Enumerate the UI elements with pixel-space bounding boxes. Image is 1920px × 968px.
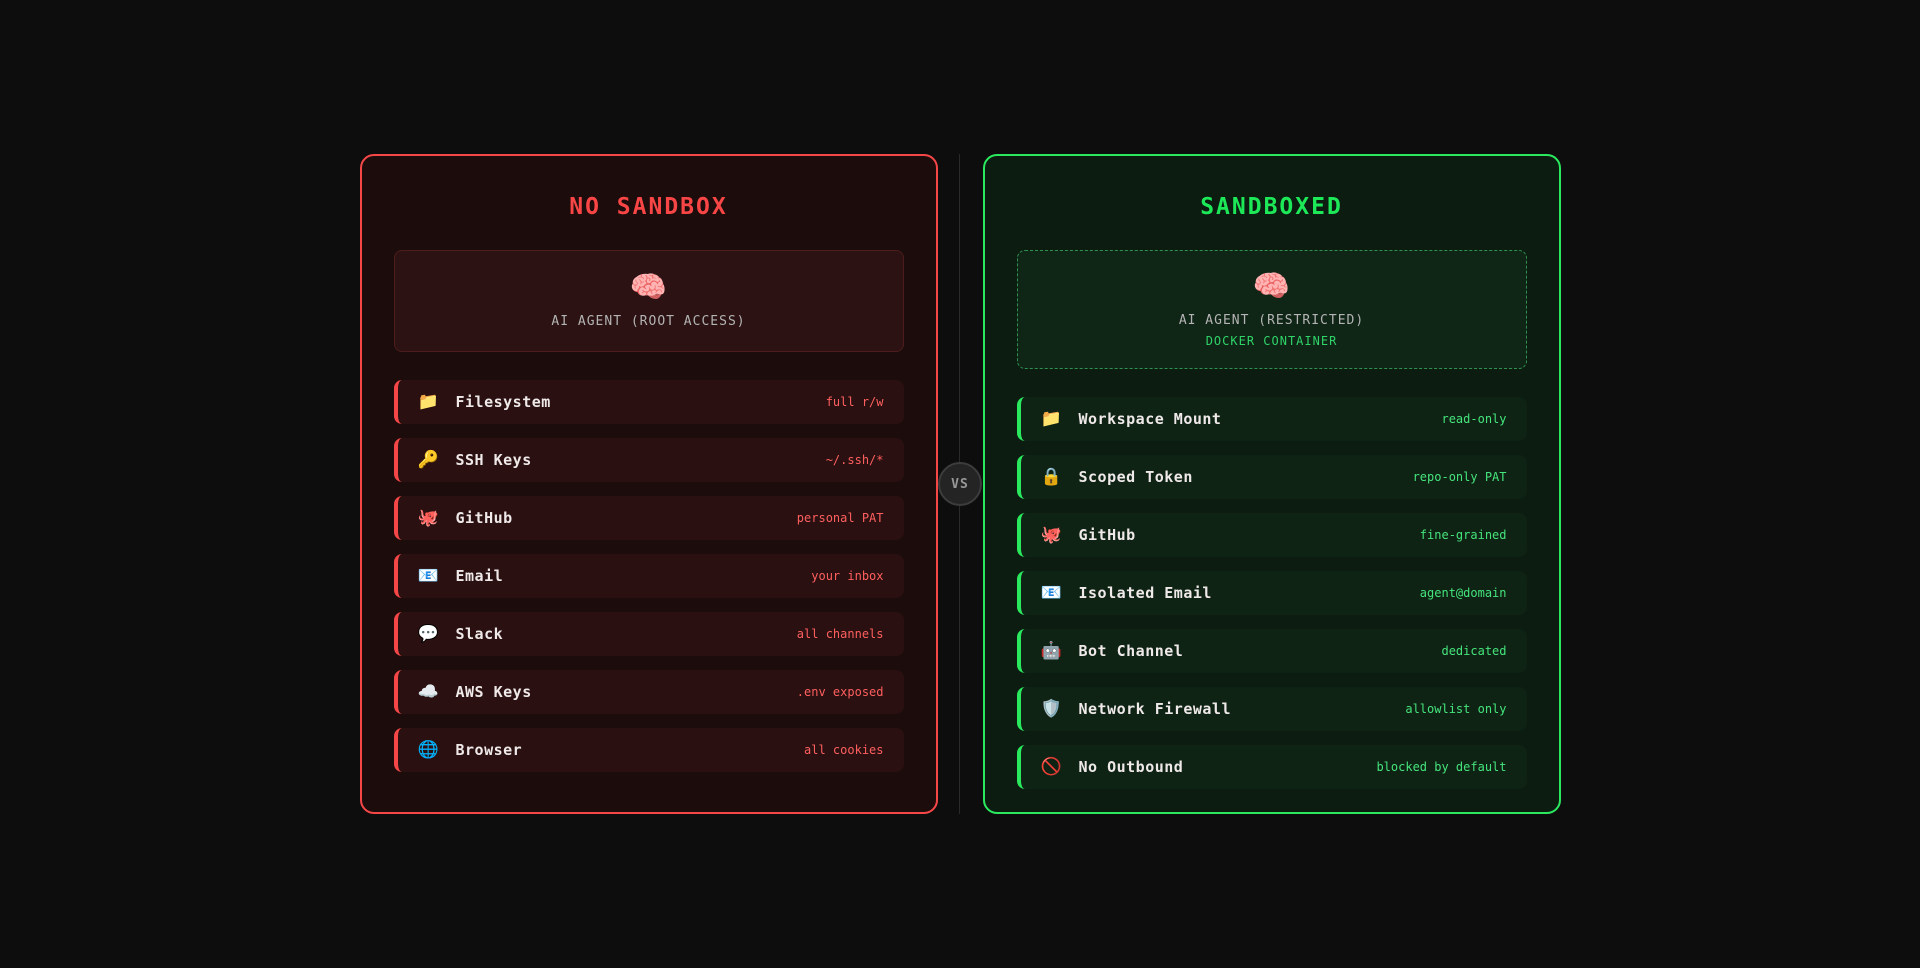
robot-icon: 🤖 <box>1040 640 1063 661</box>
brain-icon: 🧠 <box>1252 268 1291 304</box>
octopus-icon: 🐙 <box>417 507 440 528</box>
row-bot-channel: 🤖 Bot Channel dedicated <box>1016 629 1527 673</box>
capability-label: Network Firewall <box>1078 700 1231 718</box>
row-browser: 🌐 Browser all cookies <box>393 728 904 772</box>
capability-label: GitHub <box>1078 526 1136 544</box>
capability-value: dedicated <box>1441 644 1507 658</box>
capability-label: Bot Channel <box>1078 642 1184 660</box>
agent-box-root-access: 🧠 AI AGENT (ROOT ACCESS) <box>393 250 904 352</box>
panel-title-no-sandbox: NO SANDBOX <box>569 194 728 220</box>
capability-label: Email <box>455 567 504 585</box>
capability-label: Filesystem <box>455 393 551 411</box>
capability-label: No Outbound <box>1078 758 1184 776</box>
capability-label: Isolated Email <box>1078 584 1212 602</box>
capability-value: ~/.ssh/* <box>825 453 884 467</box>
shield-icon: 🛡️ <box>1040 698 1063 719</box>
row-slack: 💬 Slack all channels <box>393 612 904 656</box>
capability-label: AWS Keys <box>455 683 532 701</box>
row-filesystem: 📁 Filesystem full r/w <box>393 380 904 424</box>
capability-label: Slack <box>455 625 504 643</box>
capability-label: SSH Keys <box>455 451 532 469</box>
capability-label: Browser <box>455 741 523 759</box>
folder-icon: 📁 <box>417 391 440 412</box>
row-no-outbound: 🚫 No Outbound blocked by default <box>1016 745 1527 789</box>
capability-list-no-sandbox: 📁 Filesystem full r/w 🔑 SSH Keys ~/.ssh/… <box>393 380 904 772</box>
row-github: 🐙 GitHub personal PAT <box>393 496 904 540</box>
capability-value: repo-only PAT <box>1412 470 1507 484</box>
row-ssh-keys: 🔑 SSH Keys ~/.ssh/* <box>393 438 904 482</box>
globe-icon: 🌐 <box>417 739 440 760</box>
folder-icon: 📁 <box>1040 408 1063 429</box>
no-entry-icon: 🚫 <box>1040 756 1063 777</box>
lock-icon: 🔒 <box>1040 466 1063 487</box>
capability-label: GitHub <box>455 509 513 527</box>
capability-label: Workspace Mount <box>1078 410 1222 428</box>
agent-box-restricted: 🧠 AI AGENT (RESTRICTED) DOCKER CONTAINER <box>1016 250 1527 369</box>
capability-value: full r/w <box>825 395 884 409</box>
email-icon: 📧 <box>1040 582 1063 603</box>
capability-value: personal PAT <box>796 511 884 525</box>
cloud-icon: ☁️ <box>417 681 440 702</box>
panel-no-sandbox: NO SANDBOX 🧠 AI AGENT (ROOT ACCESS) 📁 Fi… <box>359 154 938 814</box>
panel-title-sandboxed: SANDBOXED <box>1200 194 1343 220</box>
capability-value: agent@domain <box>1419 586 1507 600</box>
key-icon: 🔑 <box>417 449 440 470</box>
capability-value: your inbox <box>811 569 884 583</box>
capability-value: blocked by default <box>1376 760 1507 774</box>
row-isolated-email: 📧 Isolated Email agent@domain <box>1016 571 1527 615</box>
capability-value: fine-grained <box>1419 528 1507 542</box>
row-workspace-mount: 📁 Workspace Mount read-only <box>1016 397 1527 441</box>
capability-label: Scoped Token <box>1078 468 1193 486</box>
panels-container: NO SANDBOX 🧠 AI AGENT (ROOT ACCESS) 📁 Fi… <box>359 154 1561 814</box>
row-network-firewall: 🛡️ Network Firewall allowlist only <box>1016 687 1527 731</box>
capability-list-sandboxed: 📁 Workspace Mount read-only 🔒 Scoped Tok… <box>1016 397 1527 789</box>
agent-label: AI AGENT (ROOT ACCESS) <box>551 314 746 329</box>
capability-value: read-only <box>1441 412 1507 426</box>
email-icon: 📧 <box>417 565 440 586</box>
capability-value: all cookies <box>804 743 884 757</box>
row-email: 📧 Email your inbox <box>393 554 904 598</box>
agent-label: AI AGENT (RESTRICTED) <box>1178 312 1365 328</box>
panel-sandboxed: SANDBOXED 🧠 AI AGENT (RESTRICTED) DOCKER… <box>982 154 1561 814</box>
brain-icon: 🧠 <box>629 270 668 305</box>
row-github: 🐙 GitHub fine-grained <box>1016 513 1527 557</box>
vs-badge: VS <box>938 462 982 506</box>
agent-sublabel: DOCKER CONTAINER <box>1205 333 1338 348</box>
speech-balloon-icon: 💬 <box>417 623 440 644</box>
row-aws-keys: ☁️ AWS Keys .env exposed <box>393 670 904 714</box>
row-scoped-token: 🔒 Scoped Token repo-only PAT <box>1016 455 1527 499</box>
capability-value: allowlist only <box>1405 702 1507 716</box>
octopus-icon: 🐙 <box>1040 524 1063 545</box>
capability-value: .env exposed <box>796 685 884 699</box>
capability-value: all channels <box>796 627 884 641</box>
